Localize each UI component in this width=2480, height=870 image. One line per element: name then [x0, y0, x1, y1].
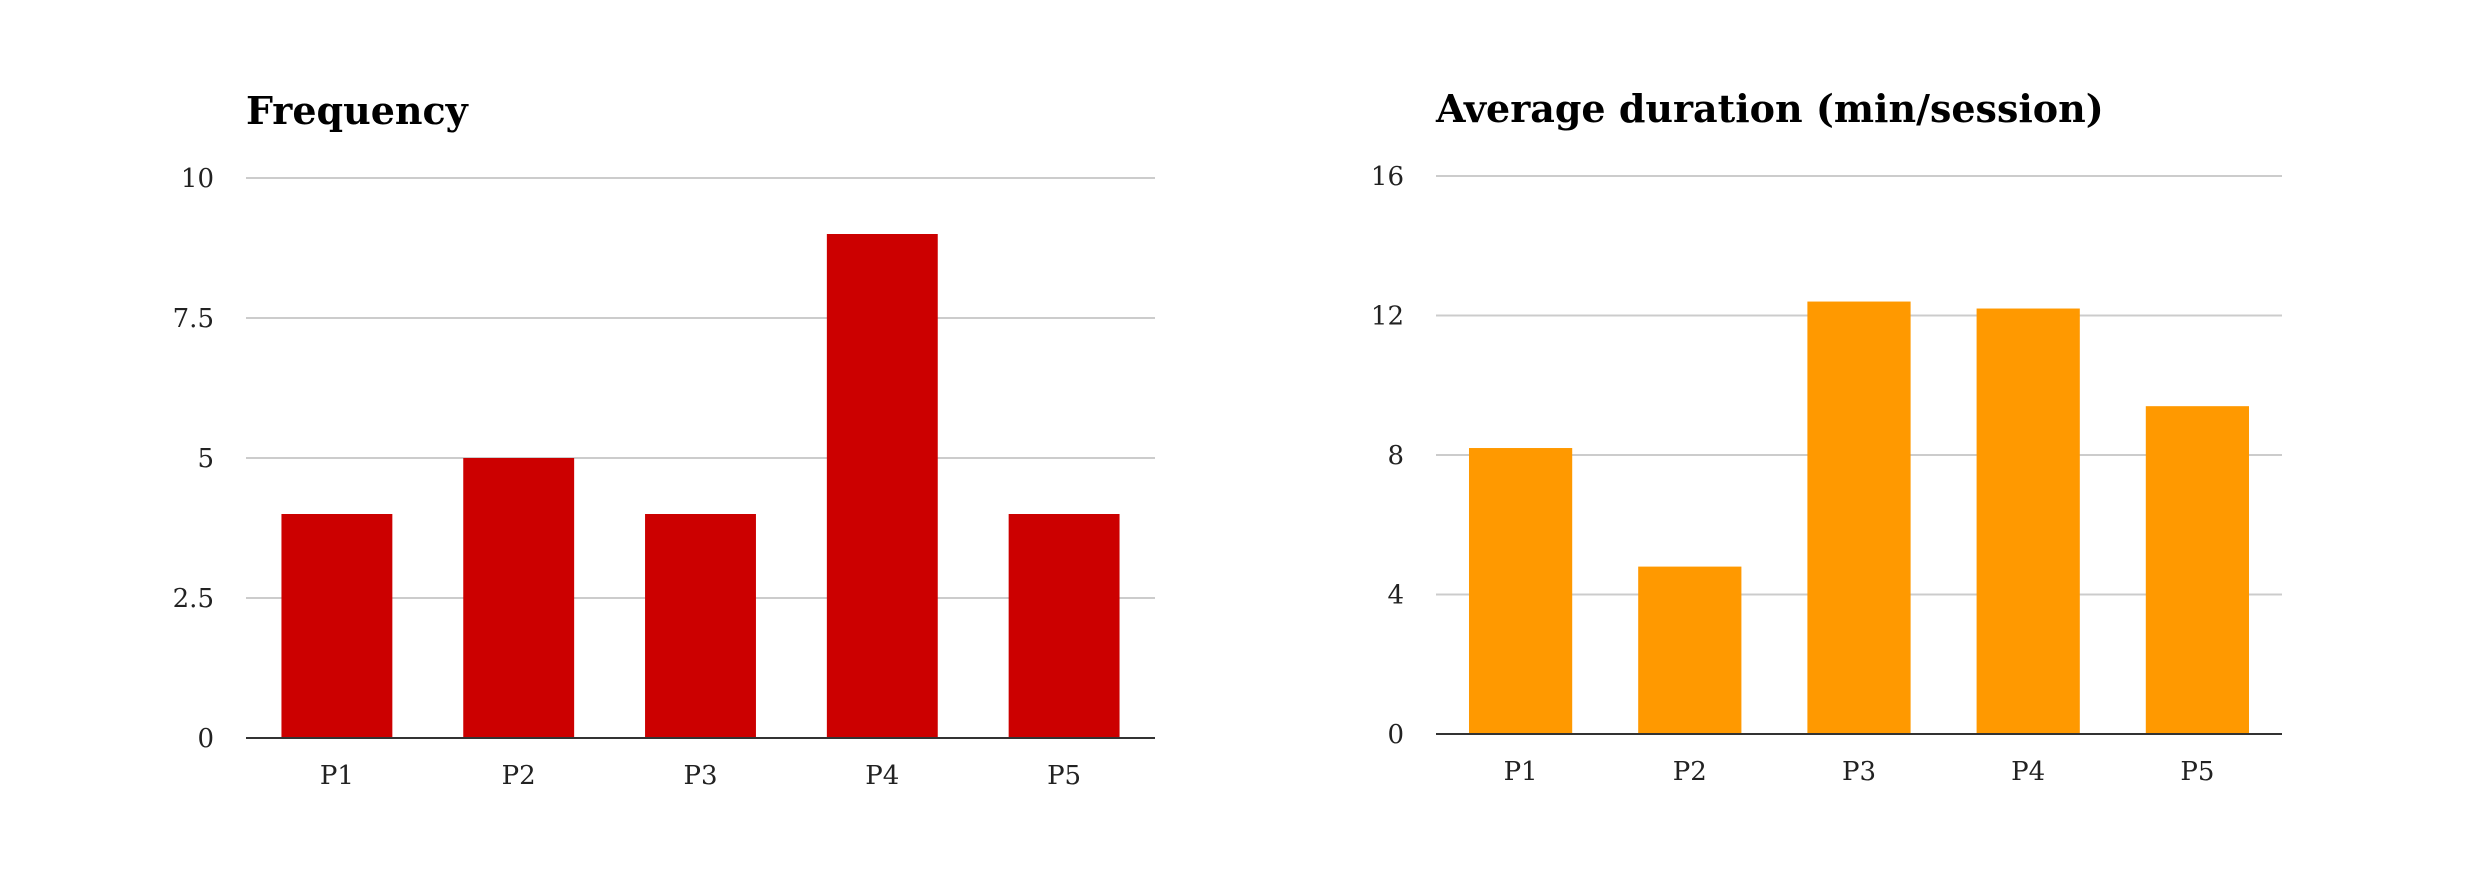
- duration-bar-p4: [1976, 308, 2080, 734]
- y-tick-label: 12: [1371, 302, 1404, 332]
- frequency-bar-p4: [826, 234, 938, 738]
- y-tick-label: 16: [1371, 162, 1404, 192]
- chart-title: Frequency: [246, 88, 468, 133]
- duration-bar-p5: [2145, 406, 2250, 734]
- frequency-bar-p5: [1008, 514, 1120, 738]
- x-tick-label: P5: [1047, 761, 1081, 791]
- x-tick-label: P5: [2180, 757, 2214, 787]
- y-tick-label: 0: [197, 724, 214, 754]
- y-tick-label: 0: [1387, 720, 1404, 750]
- frequency-chart: Frequency 0 2.5 5 7.5 10 P1 P2 P3 P4 P5: [173, 88, 1155, 791]
- average-duration-chart-plot: 0 4 8 12 16 P1 P2 P3 P4 P5: [1371, 162, 2282, 787]
- y-tick-label: 5: [197, 444, 214, 474]
- y-tick-label: 7.5: [173, 304, 214, 334]
- frequency-bar-p3: [645, 514, 756, 738]
- y-tick-label: 4: [1387, 581, 1404, 611]
- y-tick-label: 10: [181, 164, 214, 194]
- x-tick-label: P2: [502, 761, 536, 791]
- y-tick-label: 8: [1387, 441, 1404, 471]
- duration-bar-p3: [1807, 301, 1911, 734]
- x-tick-label: P4: [865, 761, 899, 791]
- x-tick-label: P3: [683, 761, 717, 791]
- average-duration-chart: Average duration (min/session) 0 4 8 12 16 P1…: [1240, 0, 2480, 870]
- x-tick-label: P1: [320, 761, 354, 791]
- duration-bar-p1: [1468, 448, 1573, 734]
- frequency-bar-p1: [281, 514, 393, 738]
- x-tick-label: P1: [1504, 757, 1538, 787]
- x-tick-label: P4: [2011, 757, 2045, 787]
- duration-bar-p2: [1638, 566, 1742, 734]
- frequency-chart-plot: 0 2.5 5 7.5 10 P1 P2 P3 P4 P5: [173, 164, 1155, 791]
- y-tick-label: 2.5: [173, 584, 214, 614]
- x-tick-label: P3: [1842, 757, 1876, 787]
- chart-title: Average duration (min/session): [1436, 86, 2104, 131]
- frequency-bar-p2: [463, 458, 575, 738]
- x-tick-label: P2: [1673, 757, 1707, 787]
